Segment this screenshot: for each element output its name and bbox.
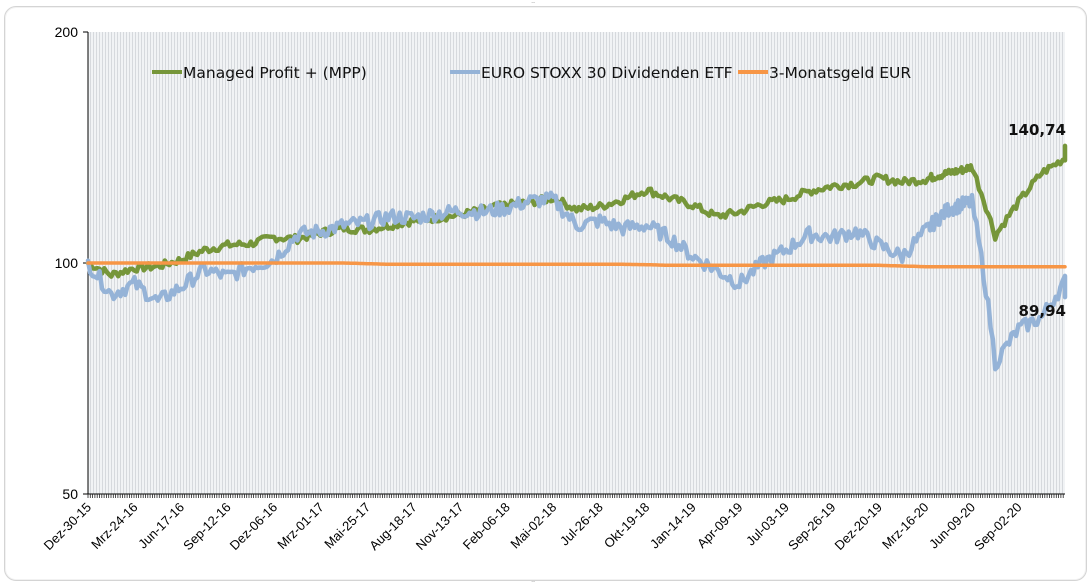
x-tick-label: Jun-17-16 bbox=[135, 500, 187, 552]
resize-handle-bottom[interactable]: ···· bbox=[531, 579, 536, 586]
x-tick-label: Feb-06-18 bbox=[460, 500, 513, 553]
x-tick-label: Mrz-24-16 bbox=[88, 500, 141, 553]
x-tick-label: Aug-18-17 bbox=[366, 500, 420, 554]
legend-label: Managed Profit + (MPP) bbox=[183, 64, 367, 82]
end-value-label-etf: 89,94 bbox=[1019, 302, 1066, 320]
x-tick-label: Mai-25-17 bbox=[321, 500, 373, 552]
legend-item: Managed Profit + (MPP) bbox=[152, 64, 367, 82]
legend: Managed Profit + (MPP) EURO STOXX 30 Divi… bbox=[152, 64, 911, 82]
x-tick-label: Mai-02-18 bbox=[507, 500, 559, 552]
x-tick-label: Sep-26-19 bbox=[785, 500, 839, 554]
end-value-label-mpp: 140,74 bbox=[1008, 121, 1066, 139]
y-tick-label: 50 bbox=[62, 486, 78, 502]
x-axis: Dez-30-15Mrz-24-16Jun-17-16Sep-12-16Dez-… bbox=[41, 493, 1065, 554]
x-tick-label: Jan-14-19 bbox=[647, 500, 699, 552]
y-tick-label: 100 bbox=[55, 255, 79, 271]
x-tick-label: Jul-26-18 bbox=[557, 500, 606, 549]
x-tick-label: Dez-20-19 bbox=[831, 500, 885, 554]
x-tick-label: Jul-03-19 bbox=[743, 500, 792, 549]
series-line-etf bbox=[85, 190, 1068, 372]
resize-handle-top[interactable]: ···· bbox=[531, 0, 536, 7]
x-minor-ticks bbox=[87, 494, 1064, 498]
series-line-cash bbox=[86, 261, 1067, 269]
legend-item: 3-Monatsgeld EUR bbox=[738, 64, 911, 82]
annotations: 140,74 89,94 bbox=[1008, 121, 1066, 320]
x-tick-label: Dez-30-15 bbox=[41, 500, 95, 554]
x-tick-label: Dez-06-16 bbox=[227, 500, 281, 554]
legend-item: EURO STOXX 30 Dividenden ETF bbox=[450, 64, 733, 82]
y-axis: 50 100 200 bbox=[55, 24, 89, 502]
x-tick-label: Sep-12-16 bbox=[180, 500, 234, 554]
legend-label: 3-Monatsgeld EUR bbox=[769, 64, 911, 82]
x-tick-label: Apr-09-19 bbox=[694, 500, 745, 551]
legend-label: EURO STOXX 30 Dividenden ETF bbox=[481, 64, 733, 82]
series-line-mpp bbox=[85, 143, 1068, 279]
x-tick-label: Okt-19-18 bbox=[601, 500, 652, 551]
x-tick-label: Sep-02-20 bbox=[971, 500, 1025, 554]
x-tick-label: Mrz-01-17 bbox=[274, 500, 327, 553]
y-tick-label: 200 bbox=[55, 24, 79, 40]
series-layer bbox=[85, 143, 1068, 372]
x-tick-label: Jun-09-20 bbox=[926, 500, 978, 552]
x-tick-label: Mrz-16-20 bbox=[879, 500, 932, 553]
x-tick-label: Nov-13-17 bbox=[413, 500, 467, 554]
